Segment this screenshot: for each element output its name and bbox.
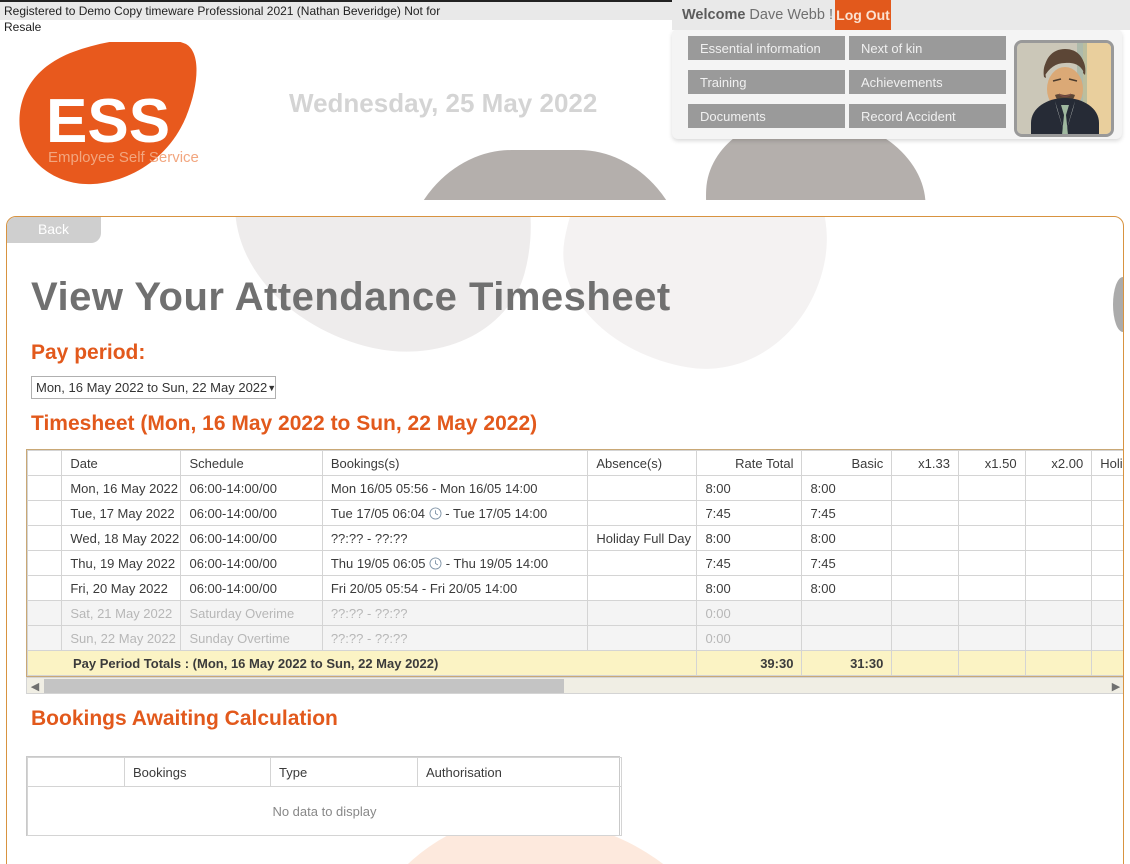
svg-text:Employee Self Service: Employee Self Service [48, 149, 199, 166]
svg-text:ESS: ESS [46, 87, 170, 156]
